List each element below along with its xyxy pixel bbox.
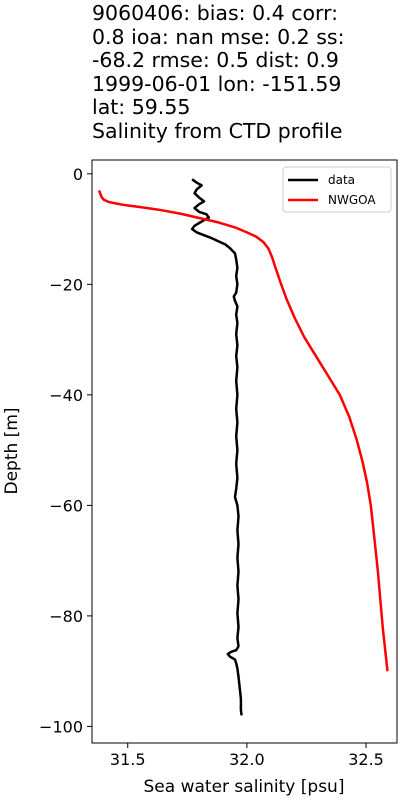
title-line-3: -68.2 rmse: 0.5 dist: 0.9 (92, 48, 339, 72)
title-line-6: Salinity from CTD profile (92, 118, 343, 143)
legend-label-nwgoa: NWGOA (328, 193, 376, 207)
y-tick-label: −20 (49, 275, 83, 294)
title-line-4: 1999-06-01 lon: -151.59 (92, 71, 342, 96)
legend-label-data: data (328, 173, 355, 187)
plot-frame (91, 159, 398, 744)
x-tick-label: 32.0 (229, 750, 265, 769)
x-axis-label: Sea water salinity [psu] (144, 777, 345, 797)
series-line-nwgoa (97, 189, 389, 672)
legend: data NWGOA (282, 166, 392, 213)
y-tick-label: 0 (73, 165, 83, 184)
y-tick-label: −80 (49, 607, 83, 626)
x-tick-label: 31.5 (110, 750, 146, 769)
y-axis-label: Depth [m] (2, 407, 22, 494)
title-line-2: 0.8 ioa: nan mse: 0.2 ss: (92, 24, 345, 49)
title-line-1: 9060406: bias: 0.4 corr: (92, 1, 339, 25)
chart-title: 9060406: bias: 0.4 corr: 0.8 ioa: nan ms… (92, 1, 398, 143)
y-tick-label: −60 (49, 496, 83, 515)
series-layer (97, 178, 389, 716)
y-tick-label: −100 (39, 717, 83, 736)
y-axis: 0 −20 −40 −60 −80 −100 (39, 165, 92, 736)
x-tick-label: 32.5 (348, 750, 384, 769)
series-line-data (190, 178, 243, 716)
y-tick-label: −40 (49, 386, 83, 405)
x-axis: 31.5 32.0 32.5 (110, 743, 384, 769)
title-line-5: lat: 59.55 (92, 95, 191, 119)
